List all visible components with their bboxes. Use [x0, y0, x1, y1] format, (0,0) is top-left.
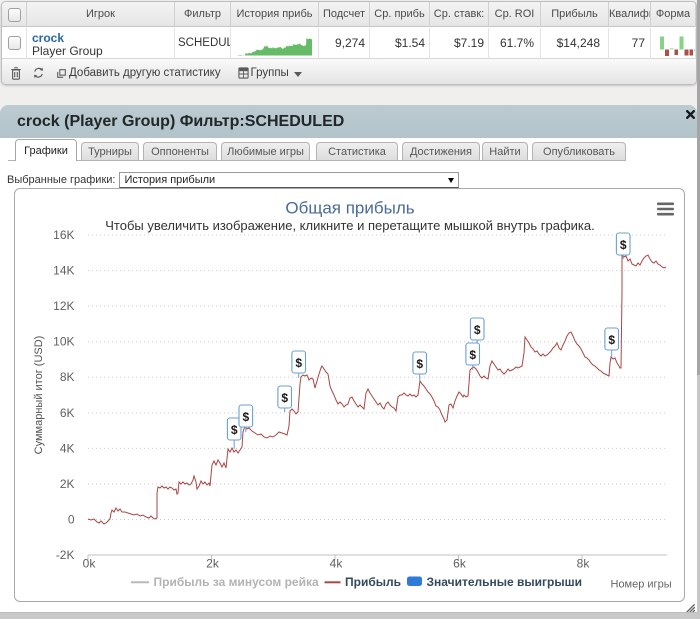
svg-text:2K: 2K [59, 477, 74, 491]
svg-text:4k: 4k [329, 557, 343, 571]
svg-text:$: $ [469, 348, 476, 362]
svg-text:6k: 6k [453, 557, 467, 571]
svg-text:0k: 0k [82, 557, 96, 571]
svg-text:0: 0 [67, 513, 74, 527]
svg-text:Суммарный итог (USD): Суммарный итог (USD) [33, 336, 45, 455]
svg-text:16K: 16K [53, 228, 74, 242]
svg-text:Общая прибыль: Общая прибыль [285, 198, 414, 217]
svg-text:Номер игры: Номер игры [610, 579, 671, 591]
svg-text:-2K: -2K [55, 548, 74, 562]
svg-text:Прибыль: Прибыль [345, 575, 401, 589]
svg-text:Прибыль за минусом рейка: Прибыль за минусом рейка [153, 575, 318, 589]
svg-text:10K: 10K [53, 335, 74, 349]
svg-text:$: $ [281, 391, 288, 405]
svg-text:Значительные выигрыши: Значительные выигрыши [426, 575, 582, 589]
svg-text:$: $ [619, 238, 626, 252]
svg-text:8k: 8k [576, 557, 590, 571]
svg-text:8K: 8K [59, 370, 74, 384]
svg-text:14K: 14K [53, 264, 74, 278]
svg-text:4K: 4K [59, 441, 74, 455]
svg-text:$: $ [416, 357, 423, 371]
svg-text:$: $ [242, 410, 249, 424]
svg-text:$: $ [473, 323, 480, 337]
svg-text:2k: 2k [206, 557, 220, 571]
svg-text:$: $ [608, 333, 615, 347]
svg-text:$: $ [230, 423, 237, 437]
svg-text:12K: 12K [53, 299, 74, 313]
svg-text:Чтобы увеличить изображение, к: Чтобы увеличить изображение, кликните и … [105, 218, 594, 233]
svg-text:6K: 6K [59, 406, 74, 420]
svg-text:$: $ [295, 356, 302, 370]
